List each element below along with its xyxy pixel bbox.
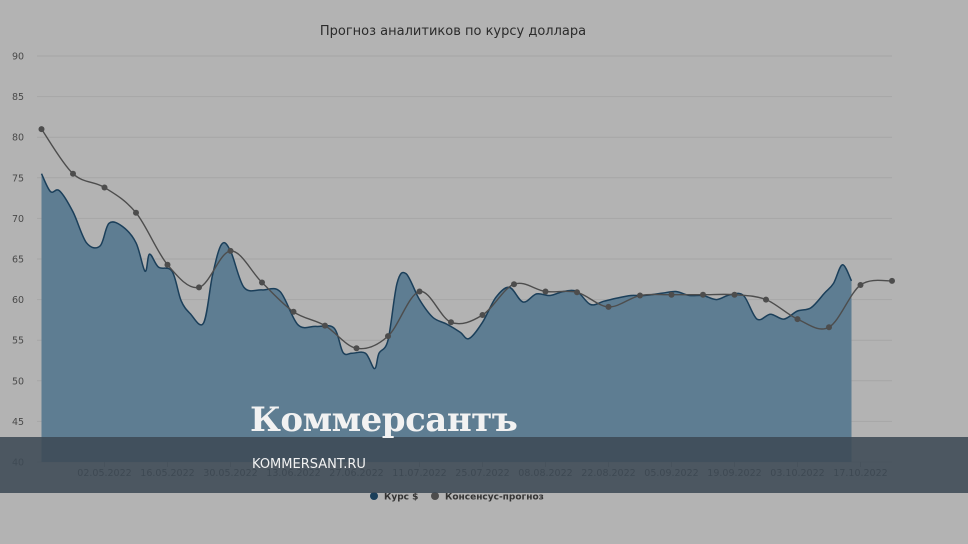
forecast-point[interactable] [605,303,612,310]
forecast-point[interactable] [700,291,706,298]
series-forecast-line [40,128,893,350]
forecast-point[interactable] [322,322,328,329]
brand-logo: Коммерсантъ [250,400,518,440]
y-tick-label: 65 [12,255,24,266]
forecast-point[interactable] [133,209,139,216]
forecast-point[interactable] [101,184,108,191]
forecast-point[interactable] [794,316,801,323]
forecast-point[interactable] [542,288,549,295]
series-rate-line [40,173,853,370]
y-tick-label: 70 [12,214,24,225]
forecast-point[interactable] [731,291,738,298]
y-tick-label: 60 [12,295,24,306]
series-area-layer [40,173,853,462]
site-url: KOMMERSANT.RU [252,457,366,472]
legend-label-rate[interactable]: Курс $ [384,493,418,503]
forecast-point[interactable] [889,277,895,284]
y-axis: 4045505560657075808590 [12,52,24,469]
y-tick-label: 90 [12,52,24,63]
forecast-point[interactable] [479,312,486,318]
forecast-point[interactable] [448,319,454,326]
legend-marker-rate [370,492,378,500]
forecast-point[interactable] [38,126,45,133]
forecast-point[interactable] [637,292,643,299]
y-tick-label: 75 [12,173,24,184]
forecast-point[interactable] [290,308,297,315]
y-tick-label: 45 [12,417,24,428]
y-tick-label: 80 [12,133,24,144]
forecast-point[interactable] [511,281,517,288]
legend-label-forecast[interactable]: Консенсус-прогноз [445,493,544,503]
forecast-point[interactable] [353,345,360,352]
forecast-point[interactable] [385,333,391,340]
y-tick-label: 85 [12,92,24,103]
watermark-banner [0,437,968,493]
forecast-point[interactable] [857,282,864,288]
forecast-point[interactable] [164,261,171,268]
forecast-point[interactable] [196,284,202,291]
series-forecast-layer [38,126,895,352]
series-rate-area [41,173,852,462]
forecast-point[interactable] [763,296,769,303]
y-tick-label: 50 [12,376,24,387]
legend-marker-forecast [431,492,439,500]
forecast-point[interactable] [70,170,76,177]
legend: Курс $ Консенсус-прогноз [370,492,544,503]
forecast-point[interactable] [259,279,265,286]
forecast-point[interactable] [416,288,423,295]
forecast-point[interactable] [668,291,675,298]
forecast-point[interactable] [574,289,580,296]
forecast-point[interactable] [227,247,234,254]
y-tick-label: 55 [12,336,24,347]
chart-title: Прогноз аналитиков по курсу доллара [320,24,586,39]
forecast-point[interactable] [826,324,832,331]
